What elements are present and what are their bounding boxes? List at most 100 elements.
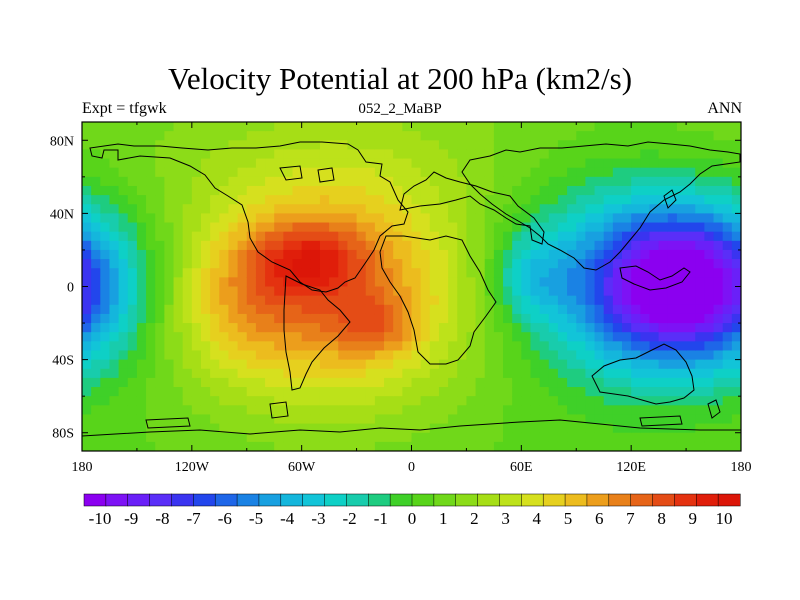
contour-cell — [676, 377, 687, 388]
contour-cell — [200, 368, 211, 379]
contour-cell — [695, 441, 705, 451]
contour-cell — [676, 423, 687, 434]
contour-cell — [704, 304, 715, 315]
contour-cell — [530, 313, 541, 324]
contour-cell — [603, 231, 614, 242]
contour-cell — [329, 441, 339, 451]
contour-cell — [686, 140, 696, 151]
contour-cell — [109, 259, 120, 269]
contour-cell — [329, 131, 339, 141]
contour-cell — [338, 231, 349, 242]
contour-cell — [393, 268, 403, 278]
contour-cell — [365, 359, 376, 370]
contour-cell — [118, 286, 129, 297]
contour-cell — [585, 350, 596, 361]
contour-cell — [228, 231, 239, 242]
contour-cell — [539, 268, 550, 278]
contour-cell — [695, 268, 705, 278]
contour-cell — [484, 414, 495, 425]
contour-cell — [612, 240, 623, 251]
contour-cell — [182, 222, 193, 233]
contour-cell — [228, 268, 239, 278]
contour-cell — [548, 240, 559, 251]
contour-cell — [658, 176, 669, 187]
contour-cell — [255, 341, 266, 352]
contour-cell — [557, 332, 568, 342]
contour-cell — [402, 414, 413, 425]
contour-cell — [82, 140, 92, 151]
contour-cell — [722, 185, 733, 196]
contour-cell — [265, 441, 275, 451]
contour-cell — [557, 286, 568, 297]
contour-cell — [329, 359, 339, 370]
contour-cell — [603, 332, 614, 342]
contour-cell — [356, 313, 367, 324]
contour-cell — [338, 359, 349, 370]
contour-cell — [347, 176, 358, 187]
contour-cell — [438, 432, 449, 443]
contour-cell — [246, 304, 257, 315]
contour-cell — [310, 441, 321, 451]
contour-cell — [466, 350, 477, 361]
contour-cell — [384, 441, 394, 451]
contour-cell — [155, 396, 165, 406]
contour-cell — [319, 240, 330, 251]
contour-cell — [127, 259, 138, 269]
contour-cell — [722, 387, 733, 397]
contour-cell — [146, 286, 156, 297]
contour-cell — [338, 332, 349, 342]
contour-cell — [594, 377, 605, 388]
contour-cell — [704, 131, 715, 141]
contour-cell — [384, 122, 394, 132]
contour-cell — [210, 131, 220, 141]
contour-cell — [374, 167, 385, 178]
contour-cell — [411, 441, 422, 451]
contour-cell — [521, 204, 532, 214]
contour-cell — [667, 222, 678, 233]
contour-cell — [438, 277, 449, 288]
contour-cell — [576, 414, 586, 425]
contour-cell — [100, 240, 111, 251]
contour-cell — [448, 377, 458, 388]
contour-cell — [484, 423, 495, 434]
contour-cell — [420, 131, 431, 141]
contour-cell — [246, 295, 257, 306]
contour-cell — [219, 341, 230, 352]
contour-cell — [649, 313, 660, 324]
contour-cell — [200, 140, 211, 151]
contour-cell — [374, 295, 385, 306]
contour-cell — [484, 341, 495, 352]
colorbar-swatch — [608, 493, 632, 507]
contour-cell — [146, 313, 156, 324]
contour-cell — [310, 295, 321, 306]
contour-cell — [622, 131, 632, 141]
contour-cell — [493, 441, 504, 451]
contour-cell — [695, 432, 705, 443]
contour-cell — [704, 286, 715, 297]
contour-cell — [667, 359, 678, 370]
contour-cell — [356, 405, 367, 416]
contour-cell — [228, 277, 239, 288]
contour-cell — [658, 277, 669, 288]
contour-cell — [356, 350, 367, 361]
contour-cell — [521, 350, 532, 361]
contour-cell — [649, 268, 660, 278]
contour-cell — [319, 414, 330, 425]
contour-cell — [594, 396, 605, 406]
contour-cell — [255, 304, 266, 315]
contour-cell — [265, 341, 275, 352]
contour-cell — [210, 313, 220, 324]
contour-cell — [448, 405, 458, 416]
contour-cell — [402, 387, 413, 397]
contour-cell — [329, 423, 339, 434]
contour-cell — [82, 304, 92, 315]
contour-cell — [210, 286, 220, 297]
contour-cell — [649, 204, 660, 214]
contour-cell — [429, 432, 440, 443]
contour-cell — [686, 277, 696, 288]
contour-cell — [255, 222, 266, 233]
contour-cell — [567, 249, 577, 260]
contour-cell — [722, 359, 733, 370]
contour-cell — [319, 268, 330, 278]
contour-cell — [82, 341, 92, 352]
